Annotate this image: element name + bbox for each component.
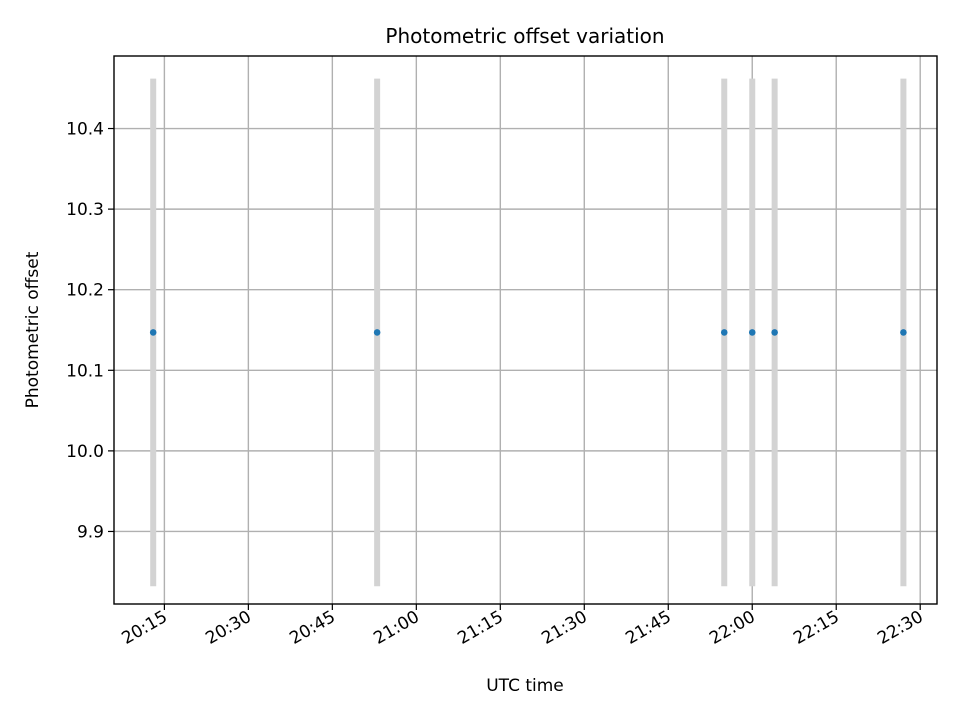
chart-title: Photometric offset variation	[385, 24, 664, 48]
data-points	[149, 329, 907, 336]
data-point	[720, 329, 728, 336]
error-bars	[150, 78, 907, 587]
data-point	[373, 329, 381, 336]
x-tick-label: 21:00	[370, 607, 422, 649]
x-tick-label: 22:00	[706, 607, 758, 649]
data-point	[149, 329, 157, 336]
data-point	[900, 329, 907, 336]
data-point	[771, 329, 778, 336]
x-tick-label: 20:45	[286, 607, 338, 649]
y-tick-label: 9.9	[77, 522, 104, 542]
x-axis: 20:15 20:30 20:45 21:00 21:15 21:30 21:45 22:00…	[118, 604, 927, 649]
x-tick-label: 21:45	[622, 607, 674, 649]
x-tick-label: 21:15	[454, 607, 506, 649]
x-tick-label: 21:30	[538, 607, 590, 649]
y-axis: 9.9 10.0 10.1 10.2 10.3 10.4	[66, 120, 114, 542]
grid	[114, 56, 937, 604]
y-tick-label: 10.0	[66, 442, 104, 462]
y-tick-label: 10.4	[66, 120, 104, 140]
x-tick-label: 20:15	[118, 607, 170, 649]
plot-frame	[113, 55, 938, 605]
y-tick-label: 10.1	[66, 361, 104, 381]
x-axis-label: UTC time	[486, 676, 564, 696]
x-tick-label: 22:15	[790, 607, 842, 649]
y-axis-label: Photometric offset	[23, 251, 43, 408]
x-tick-label: 20:30	[202, 607, 254, 649]
x-tick-label: 22:30	[874, 607, 926, 649]
y-tick-label: 10.3	[66, 200, 104, 220]
y-tick-label: 10.2	[66, 281, 104, 301]
data-point	[748, 329, 756, 336]
